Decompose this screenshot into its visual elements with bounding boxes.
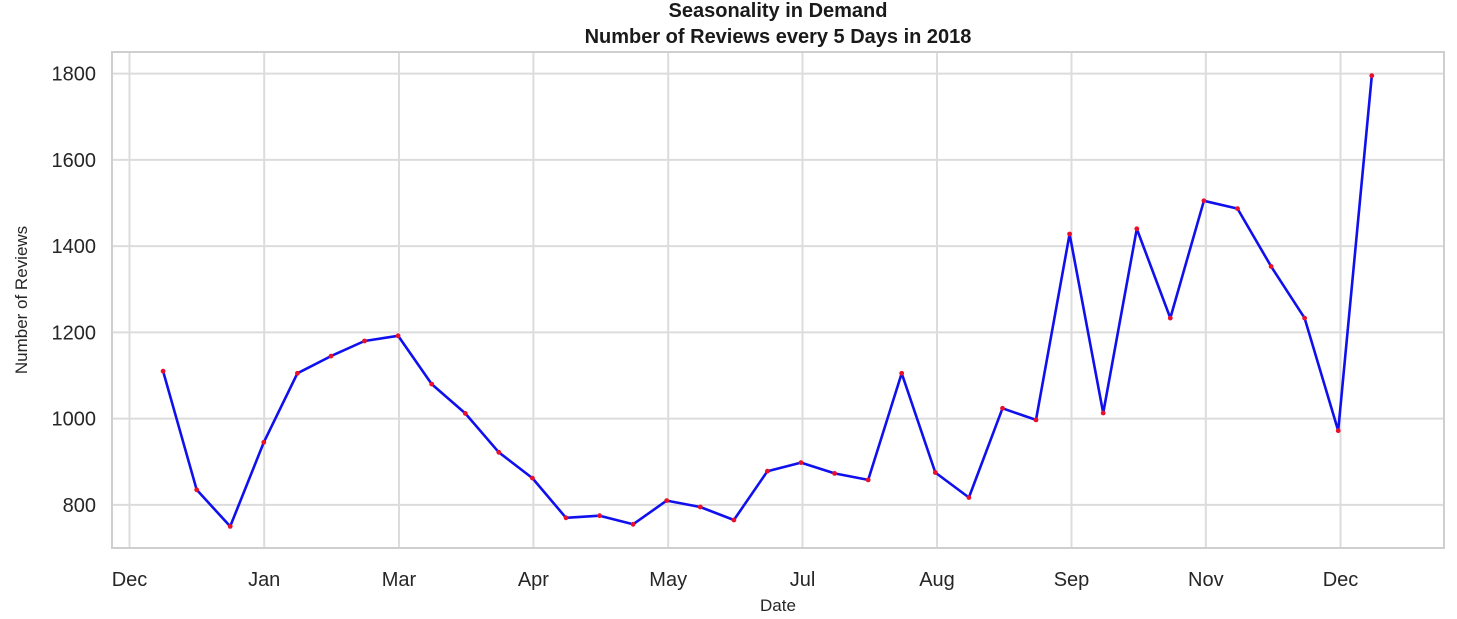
data-point — [932, 470, 938, 475]
data-point — [664, 498, 670, 503]
data-point — [1335, 428, 1341, 434]
chart-title-line2: Number of Reviews every 5 Days in 2018 — [585, 26, 972, 48]
data-point — [1100, 410, 1106, 416]
data-point — [899, 370, 905, 376]
data-point — [798, 460, 804, 465]
x-tick-label: Sep — [1054, 569, 1090, 591]
x-axis-ticks: Dec Jan Mar Apr May Jul Aug Sep Nov Dec — [112, 569, 1359, 591]
data-point — [462, 411, 468, 416]
data-point — [395, 333, 401, 339]
data-point — [194, 487, 200, 493]
data-point — [966, 495, 972, 500]
data-point — [1134, 226, 1140, 232]
y-tick-label: 1200 — [52, 322, 97, 344]
data-point — [1268, 264, 1274, 269]
x-tick-label: May — [649, 569, 687, 591]
y-tick-label: 1400 — [52, 236, 97, 258]
data-point — [765, 468, 770, 474]
data-point — [630, 521, 636, 527]
x-tick-label: Jul — [790, 569, 816, 591]
x-tick-label: Aug — [919, 569, 955, 591]
data-point — [1067, 231, 1072, 237]
data-point — [865, 477, 871, 483]
data-point — [227, 524, 233, 529]
plot-area-frame — [111, 51, 1445, 549]
x-tick-label: Nov — [1188, 569, 1224, 591]
y-axis-label: Number of Reviews — [12, 226, 31, 374]
data-point — [429, 381, 435, 387]
x-tick-label: Apr — [518, 569, 549, 591]
data-point — [1000, 405, 1005, 411]
data-point — [295, 370, 300, 376]
data-point — [1033, 417, 1039, 423]
x-tick-label: Dec — [112, 569, 148, 591]
data-point — [1235, 206, 1240, 212]
data-point — [1167, 315, 1173, 321]
x-tick-label: Dec — [1323, 569, 1359, 591]
data-point — [731, 517, 737, 523]
data-point — [362, 338, 367, 344]
grid-lines — [112, 52, 1444, 548]
x-axis-label: Date — [760, 596, 796, 615]
series-line — [161, 75, 1374, 528]
data-point — [1302, 315, 1307, 321]
data-point — [261, 439, 267, 445]
data-point — [496, 449, 502, 455]
data-point — [832, 471, 837, 476]
data-point — [530, 475, 535, 481]
series-layer — [160, 73, 1375, 529]
y-tick-label: 1000 — [52, 409, 97, 431]
x-tick-label: Jan — [248, 569, 280, 591]
data-point — [328, 353, 334, 359]
data-point — [1201, 198, 1207, 204]
data-point — [597, 513, 602, 519]
data-point — [1369, 73, 1375, 79]
data-point — [697, 504, 703, 510]
y-axis-ticks: 800 1000 1200 1400 1600 1800 — [52, 64, 97, 517]
x-tick-label: Mar — [382, 569, 417, 591]
y-tick-label: 1600 — [52, 150, 97, 172]
data-point — [160, 368, 166, 374]
y-tick-label: 800 — [63, 495, 96, 517]
y-tick-label: 1800 — [52, 64, 97, 86]
chart-title-line1: Seasonality in Demand — [669, 0, 888, 22]
data-point — [563, 515, 569, 521]
